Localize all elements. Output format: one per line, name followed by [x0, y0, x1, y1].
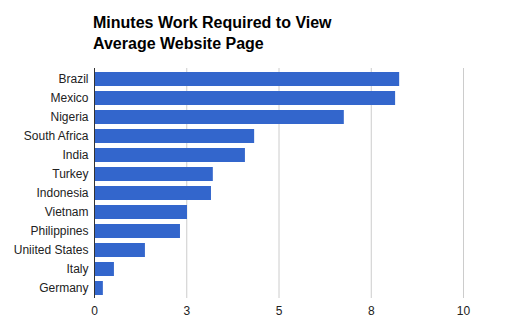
- svg-text:0: 0: [91, 304, 98, 318]
- svg-text:Italy: Italy: [66, 262, 88, 276]
- svg-text:Uniited States: Uniited States: [14, 243, 89, 257]
- svg-text:Nigeria: Nigeria: [50, 110, 88, 124]
- svg-text:Indonesia: Indonesia: [36, 186, 88, 200]
- svg-text:India: India: [62, 148, 88, 162]
- svg-text:3: 3: [183, 304, 190, 318]
- svg-text:Philippines: Philippines: [30, 224, 88, 238]
- svg-text:5: 5: [276, 304, 283, 318]
- svg-text:Germany: Germany: [39, 281, 88, 295]
- svg-text:South Africa: South Africa: [24, 129, 89, 143]
- svg-text:Brazil: Brazil: [58, 72, 88, 86]
- svg-text:10: 10: [457, 304, 471, 318]
- svg-text:Turkey: Turkey: [52, 167, 88, 181]
- html-text:Minutes Work Required to View: Minutes Work Required to View Average We…: [93, 14, 332, 52]
- svg-text:Vietnam: Vietnam: [45, 205, 89, 219]
- svg-text:8: 8: [368, 304, 375, 318]
- svg-text:Mexico: Mexico: [50, 91, 88, 105]
